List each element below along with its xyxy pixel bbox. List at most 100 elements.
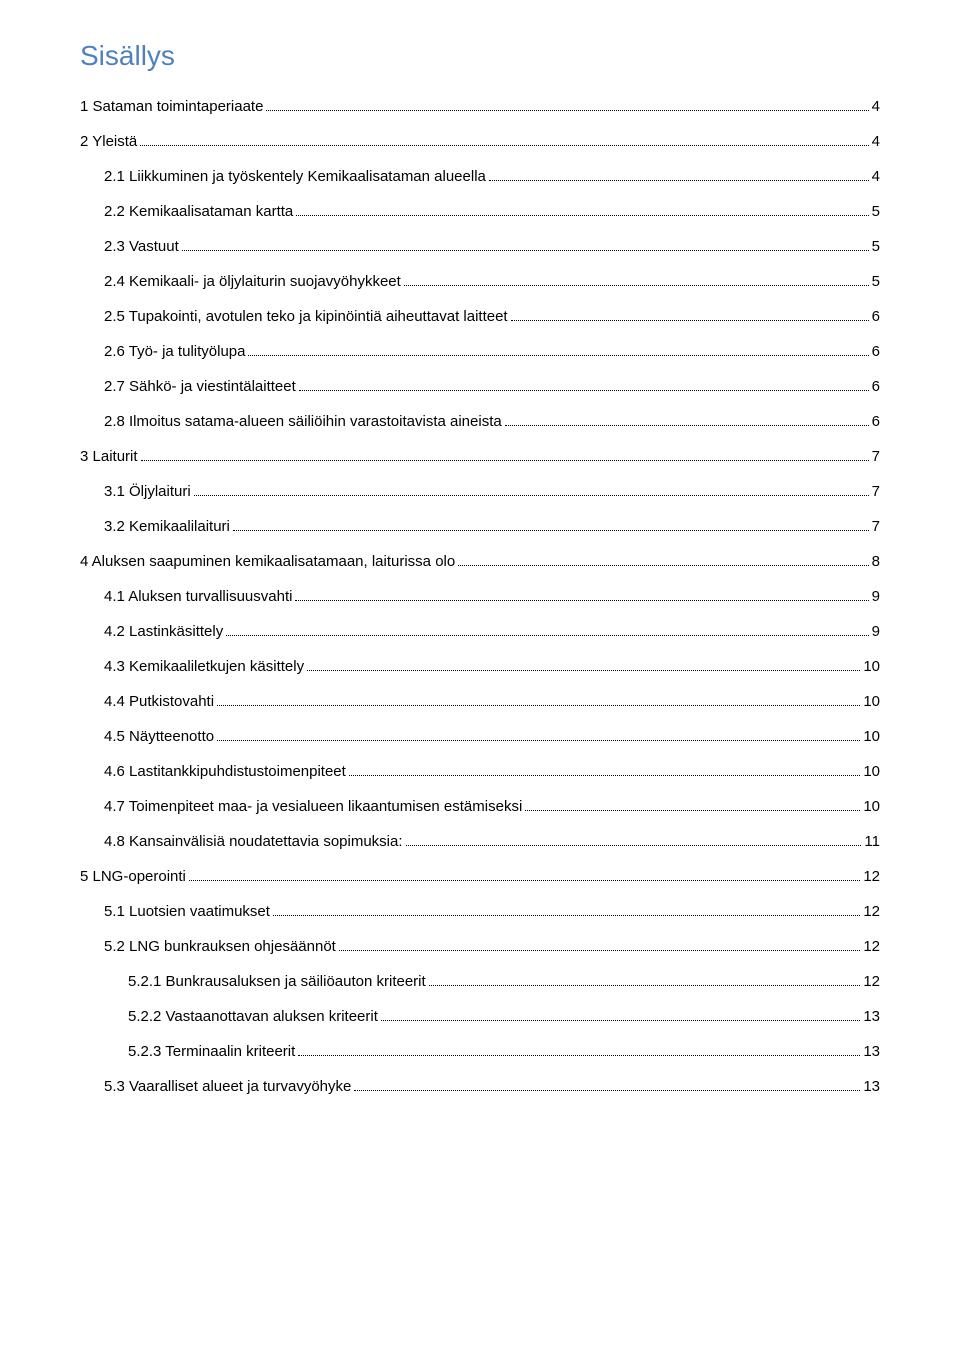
toc-entry[interactable]: 2.5 Tupakointi, avotulen teko ja kipinöi… — [104, 306, 880, 327]
toc-entry-page: 10 — [863, 656, 880, 677]
toc-entry[interactable]: 2.4 Kemikaali- ja öljylaiturin suojavyöh… — [104, 271, 880, 292]
toc-entry-page: 9 — [872, 586, 880, 607]
toc-entry[interactable]: 5.2 LNG bunkrauksen ohjesäännöt12 — [104, 936, 880, 957]
toc-entry-page: 10 — [863, 691, 880, 712]
toc-leader-dots — [296, 215, 868, 216]
toc-entry[interactable]: 2 Yleistä 4 — [80, 131, 880, 152]
toc-entry[interactable]: 2.6 Työ- ja tulityölupa 6 — [104, 341, 880, 362]
toc-entry[interactable]: 5.2.3 Terminaalin kriteerit13 — [128, 1041, 880, 1062]
toc-entry[interactable]: 2.8 Ilmoitus satama-alueen säiliöihin va… — [104, 411, 880, 432]
toc-entry[interactable]: 4.5 Näytteenotto 10 — [104, 726, 880, 747]
toc-leader-dots — [404, 285, 869, 286]
toc-entry[interactable]: 2.1 Liikkuminen ja työskentely Kemikaali… — [104, 166, 880, 187]
toc-entry-page: 13 — [863, 1006, 880, 1027]
toc-entry-label: 2 Yleistä — [80, 131, 137, 152]
toc-entry-label: 4.8 Kansainvälisiä noudatettavia sopimuk… — [104, 831, 403, 852]
toc-entry-page: 13 — [863, 1076, 880, 1097]
toc-entry-page: 4 — [872, 131, 880, 152]
toc-entry-label: 4.2 Lastinkäsittely — [104, 621, 223, 642]
toc-entry-page: 12 — [863, 901, 880, 922]
toc-entry-page: 6 — [872, 341, 880, 362]
toc-entry-page: 12 — [863, 936, 880, 957]
toc-leader-dots — [273, 915, 860, 916]
toc-entry[interactable]: 1 Sataman toimintaperiaate4 — [80, 96, 880, 117]
toc-entry-label: 4.4 Putkistovahti — [104, 691, 214, 712]
toc-entry-label: 2.2 Kemikaalisataman kartta — [104, 201, 293, 222]
toc-entry[interactable]: 3 Laiturit 7 — [80, 446, 880, 467]
toc-entry-page: 10 — [863, 796, 880, 817]
toc-leader-dots — [298, 1055, 860, 1056]
toc-entry[interactable]: 2.3 Vastuut 5 — [104, 236, 880, 257]
toc-entry[interactable]: 5 LNG-operointi 12 — [80, 866, 880, 887]
toc-entry-label: 2.3 Vastuut — [104, 236, 179, 257]
toc-entry-label: 1 Sataman toimintaperiaate — [80, 96, 263, 117]
toc-entry-page: 13 — [863, 1041, 880, 1062]
toc-entry[interactable]: 4.6 Lastitankkipuhdistustoimenpiteet 10 — [104, 761, 880, 782]
toc-entry-label: 5.2.2 Vastaanottavan aluksen kriteerit — [128, 1006, 378, 1027]
toc-entry-page: 10 — [863, 726, 880, 747]
toc-entry[interactable]: 4 Aluksen saapuminen kemikaalisatamaan, … — [80, 551, 880, 572]
toc-leader-dots — [182, 250, 869, 251]
toc-leader-dots — [141, 460, 869, 461]
toc-leader-dots — [248, 355, 868, 356]
toc-leader-dots — [339, 950, 860, 951]
toc-entry[interactable]: 4.3 Kemikaaliletkujen käsittely 10 — [104, 656, 880, 677]
toc-entry-page: 7 — [872, 516, 880, 537]
toc-list: 1 Sataman toimintaperiaate4 2 Yleistä 4 2.1… — [80, 96, 880, 1097]
toc-entry-label: 3.2 Kemikaalilaituri — [104, 516, 230, 537]
toc-entry-label: 4.6 Lastitankkipuhdistustoimenpiteet — [104, 761, 346, 782]
toc-leader-dots — [233, 530, 869, 531]
toc-leader-dots — [458, 565, 868, 566]
toc-entry-label: 5.2.1 Bunkrausaluksen ja säiliöauton kri… — [128, 971, 426, 992]
toc-leader-dots — [299, 390, 869, 391]
toc-entry-label: 5 LNG-operointi — [80, 866, 186, 887]
toc-entry-label: 5.3 Vaaralliset alueet ja turvavyöhyke — [104, 1076, 351, 1097]
toc-leader-dots — [525, 810, 860, 811]
toc-entry[interactable]: 5.2.2 Vastaanottavan aluksen kriteerit 13 — [128, 1006, 880, 1027]
toc-entry[interactable]: 4.4 Putkistovahti 10 — [104, 691, 880, 712]
toc-entry-label: 2.1 Liikkuminen ja työskentely Kemikaali… — [104, 166, 486, 187]
toc-entry[interactable]: 2.7 Sähkö- ja viestintälaitteet6 — [104, 376, 880, 397]
toc-entry-page: 10 — [863, 761, 880, 782]
toc-entry[interactable]: 4.7 Toimenpiteet maa- ja vesialueen lika… — [104, 796, 880, 817]
toc-entry-label: 3 Laiturit — [80, 446, 138, 467]
toc-leader-dots — [217, 705, 860, 706]
toc-leader-dots — [226, 635, 868, 636]
toc-entry-label: 2.7 Sähkö- ja viestintälaitteet — [104, 376, 296, 397]
toc-entry-label: 4.5 Näytteenotto — [104, 726, 214, 747]
toc-entry-page: 5 — [872, 236, 880, 257]
toc-entry-page: 6 — [872, 306, 880, 327]
toc-entry[interactable]: 4.2 Lastinkäsittely9 — [104, 621, 880, 642]
toc-entry[interactable]: 3.1 Öljylaituri7 — [104, 481, 880, 502]
toc-entry[interactable]: 5.3 Vaaralliset alueet ja turvavyöhyke 13 — [104, 1076, 880, 1097]
toc-entry-label: 5.1 Luotsien vaatimukset — [104, 901, 270, 922]
toc-entry-label: 4.7 Toimenpiteet maa- ja vesialueen lika… — [104, 796, 522, 817]
toc-entry[interactable]: 5.1 Luotsien vaatimukset 12 — [104, 901, 880, 922]
toc-entry[interactable]: 4.1 Aluksen turvallisuusvahti 9 — [104, 586, 880, 607]
toc-entry-label: 4.3 Kemikaaliletkujen käsittely — [104, 656, 304, 677]
toc-entry[interactable]: 2.2 Kemikaalisataman kartta5 — [104, 201, 880, 222]
toc-leader-dots — [489, 180, 869, 181]
toc-entry-page: 5 — [872, 271, 880, 292]
toc-entry-label: 4 Aluksen saapuminen kemikaalisatamaan, … — [80, 551, 455, 572]
toc-entry[interactable]: 3.2 Kemikaalilaituri 7 — [104, 516, 880, 537]
toc-entry-page: 8 — [872, 551, 880, 572]
toc-entry-page: 6 — [872, 411, 880, 432]
toc-entry[interactable]: 4.8 Kansainvälisiä noudatettavia sopimuk… — [104, 831, 880, 852]
toc-entry-label: 2.8 Ilmoitus satama-alueen säiliöihin va… — [104, 411, 502, 432]
toc-entry-label: 2.6 Työ- ja tulityölupa — [104, 341, 245, 362]
toc-leader-dots — [429, 985, 861, 986]
toc-entry-page: 11 — [864, 831, 880, 852]
toc-entry-page: 12 — [863, 971, 880, 992]
toc-leader-dots — [354, 1090, 860, 1091]
toc-entry-page: 7 — [872, 446, 880, 467]
toc-entry-page: 12 — [863, 866, 880, 887]
toc-entry-label: 2.5 Tupakointi, avotulen teko ja kipinöi… — [104, 306, 508, 327]
toc-leader-dots — [189, 880, 860, 881]
page-title: Sisällys — [80, 40, 880, 72]
toc-leader-dots — [505, 425, 869, 426]
toc-entry[interactable]: 5.2.1 Bunkrausaluksen ja säiliöauton kri… — [128, 971, 880, 992]
toc-leader-dots — [307, 670, 860, 671]
toc-entry-label: 4.1 Aluksen turvallisuusvahti — [104, 586, 292, 607]
toc-leader-dots — [406, 845, 862, 846]
